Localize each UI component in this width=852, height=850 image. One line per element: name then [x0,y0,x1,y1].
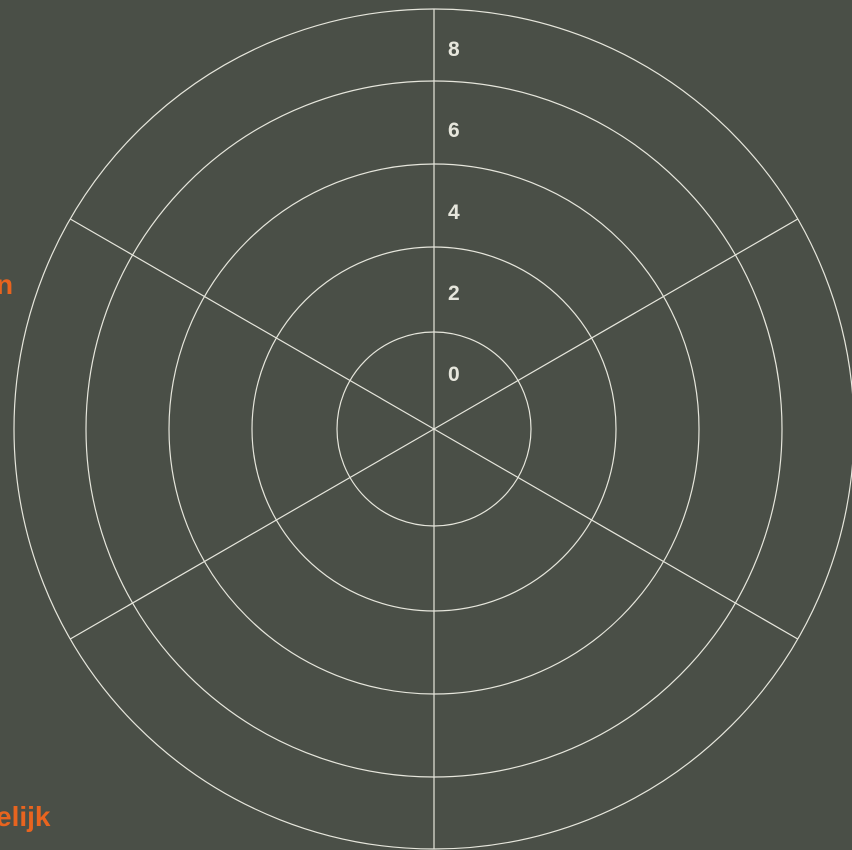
radial-tick-label: 2 [448,282,460,305]
axis-spoke-1 [433,218,799,430]
radial-tick-label: 0 [448,363,460,386]
axis-label-5: n [0,269,13,300]
radial-tick-label: 4 [448,201,460,224]
radial-tick-label: 6 [448,119,460,142]
radial-tick-label: 8 [448,38,460,61]
axis-label-4: elijk [0,801,51,832]
axis-spoke-2 [433,428,799,640]
axis-spoke-4 [69,428,435,640]
axis-spoke-5 [69,218,435,430]
